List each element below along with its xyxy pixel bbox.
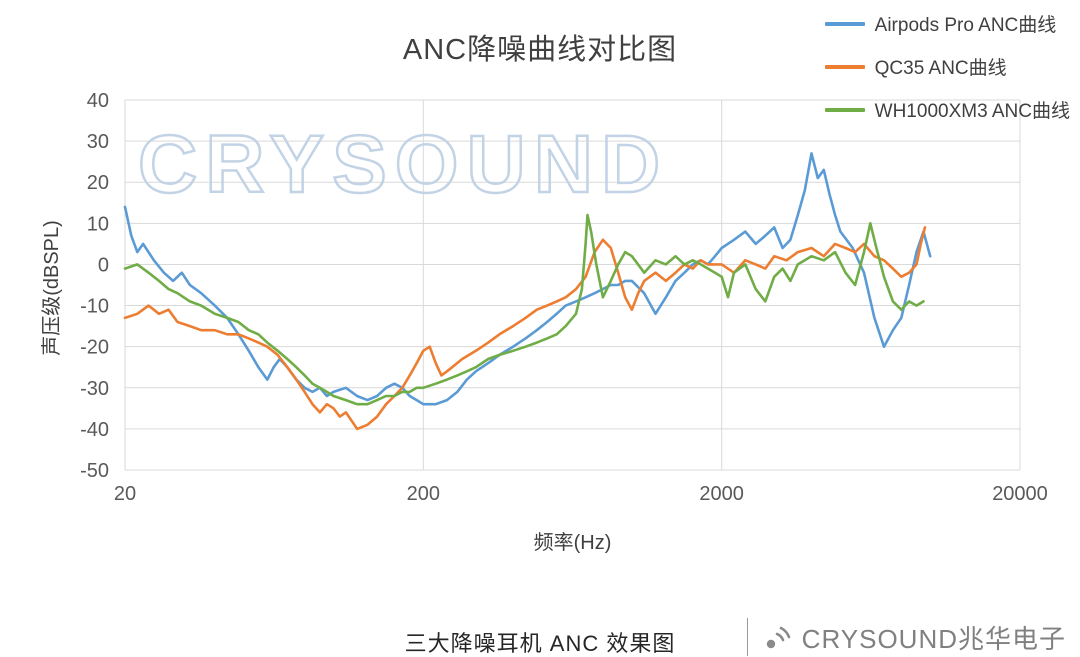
x-tick-label: 2000 bbox=[699, 483, 744, 505]
footer: CRYSOUND兆华电子 bbox=[746, 618, 1066, 656]
legend-swatch-wh1000xm3 bbox=[824, 107, 865, 112]
legend-swatch-qc35 bbox=[824, 64, 865, 69]
legend-item-qc35: QC35 ANC曲线 bbox=[824, 53, 1070, 80]
y-tick-label: -30 bbox=[80, 378, 109, 400]
series-line-1 bbox=[123, 226, 927, 431]
legend-label-wh1000xm3: WH1000XM3 ANC曲线 bbox=[874, 101, 1070, 122]
y-tick-label: -40 bbox=[80, 419, 109, 441]
y-tick-label: 20 bbox=[87, 172, 109, 194]
y-tick-label: 40 bbox=[87, 90, 109, 112]
legend-swatch-airpods bbox=[824, 21, 865, 26]
y-tick-label: 30 bbox=[87, 131, 109, 153]
y-tick-label: -50 bbox=[80, 460, 109, 482]
legend-label-qc35: QC35 ANC曲线 bbox=[874, 58, 1007, 79]
y-tick-label: 0 bbox=[98, 254, 109, 276]
chart-title: ANC降噪曲线对比图 bbox=[402, 34, 678, 66]
legend-label-airpods: Airpods Pro ANC曲线 bbox=[874, 15, 1057, 36]
caption: 三大降噪耳机 ANC 效果图 bbox=[404, 631, 676, 656]
legend-item-wh1000xm3: WH1000XM3 ANC曲线 bbox=[824, 96, 1070, 123]
y-tick-label: 10 bbox=[87, 213, 109, 235]
legend-item-airpods: Airpods Pro ANC曲线 bbox=[824, 10, 1070, 37]
crysound-logo-icon bbox=[766, 626, 790, 649]
series-line-2 bbox=[123, 213, 925, 406]
footer-brand: CRYSOUND兆华电子 bbox=[801, 623, 1066, 654]
legend: Airpods Pro ANC曲线 QC35 ANC曲线 WH1000XM3 A… bbox=[824, 10, 1070, 123]
x-tick-label: 200 bbox=[407, 483, 440, 505]
y-tick-label: -20 bbox=[80, 337, 109, 359]
footer-divider bbox=[746, 618, 748, 656]
y-tick-label: -10 bbox=[80, 296, 109, 318]
x-axis-label: 频率(Hz) bbox=[533, 532, 612, 554]
x-tick-label: 20 bbox=[114, 483, 136, 505]
series-line-0 bbox=[123, 152, 932, 406]
x-tick-label: 20000 bbox=[992, 483, 1048, 505]
y-axis-label: 声压级(dBSPL) bbox=[41, 220, 63, 356]
